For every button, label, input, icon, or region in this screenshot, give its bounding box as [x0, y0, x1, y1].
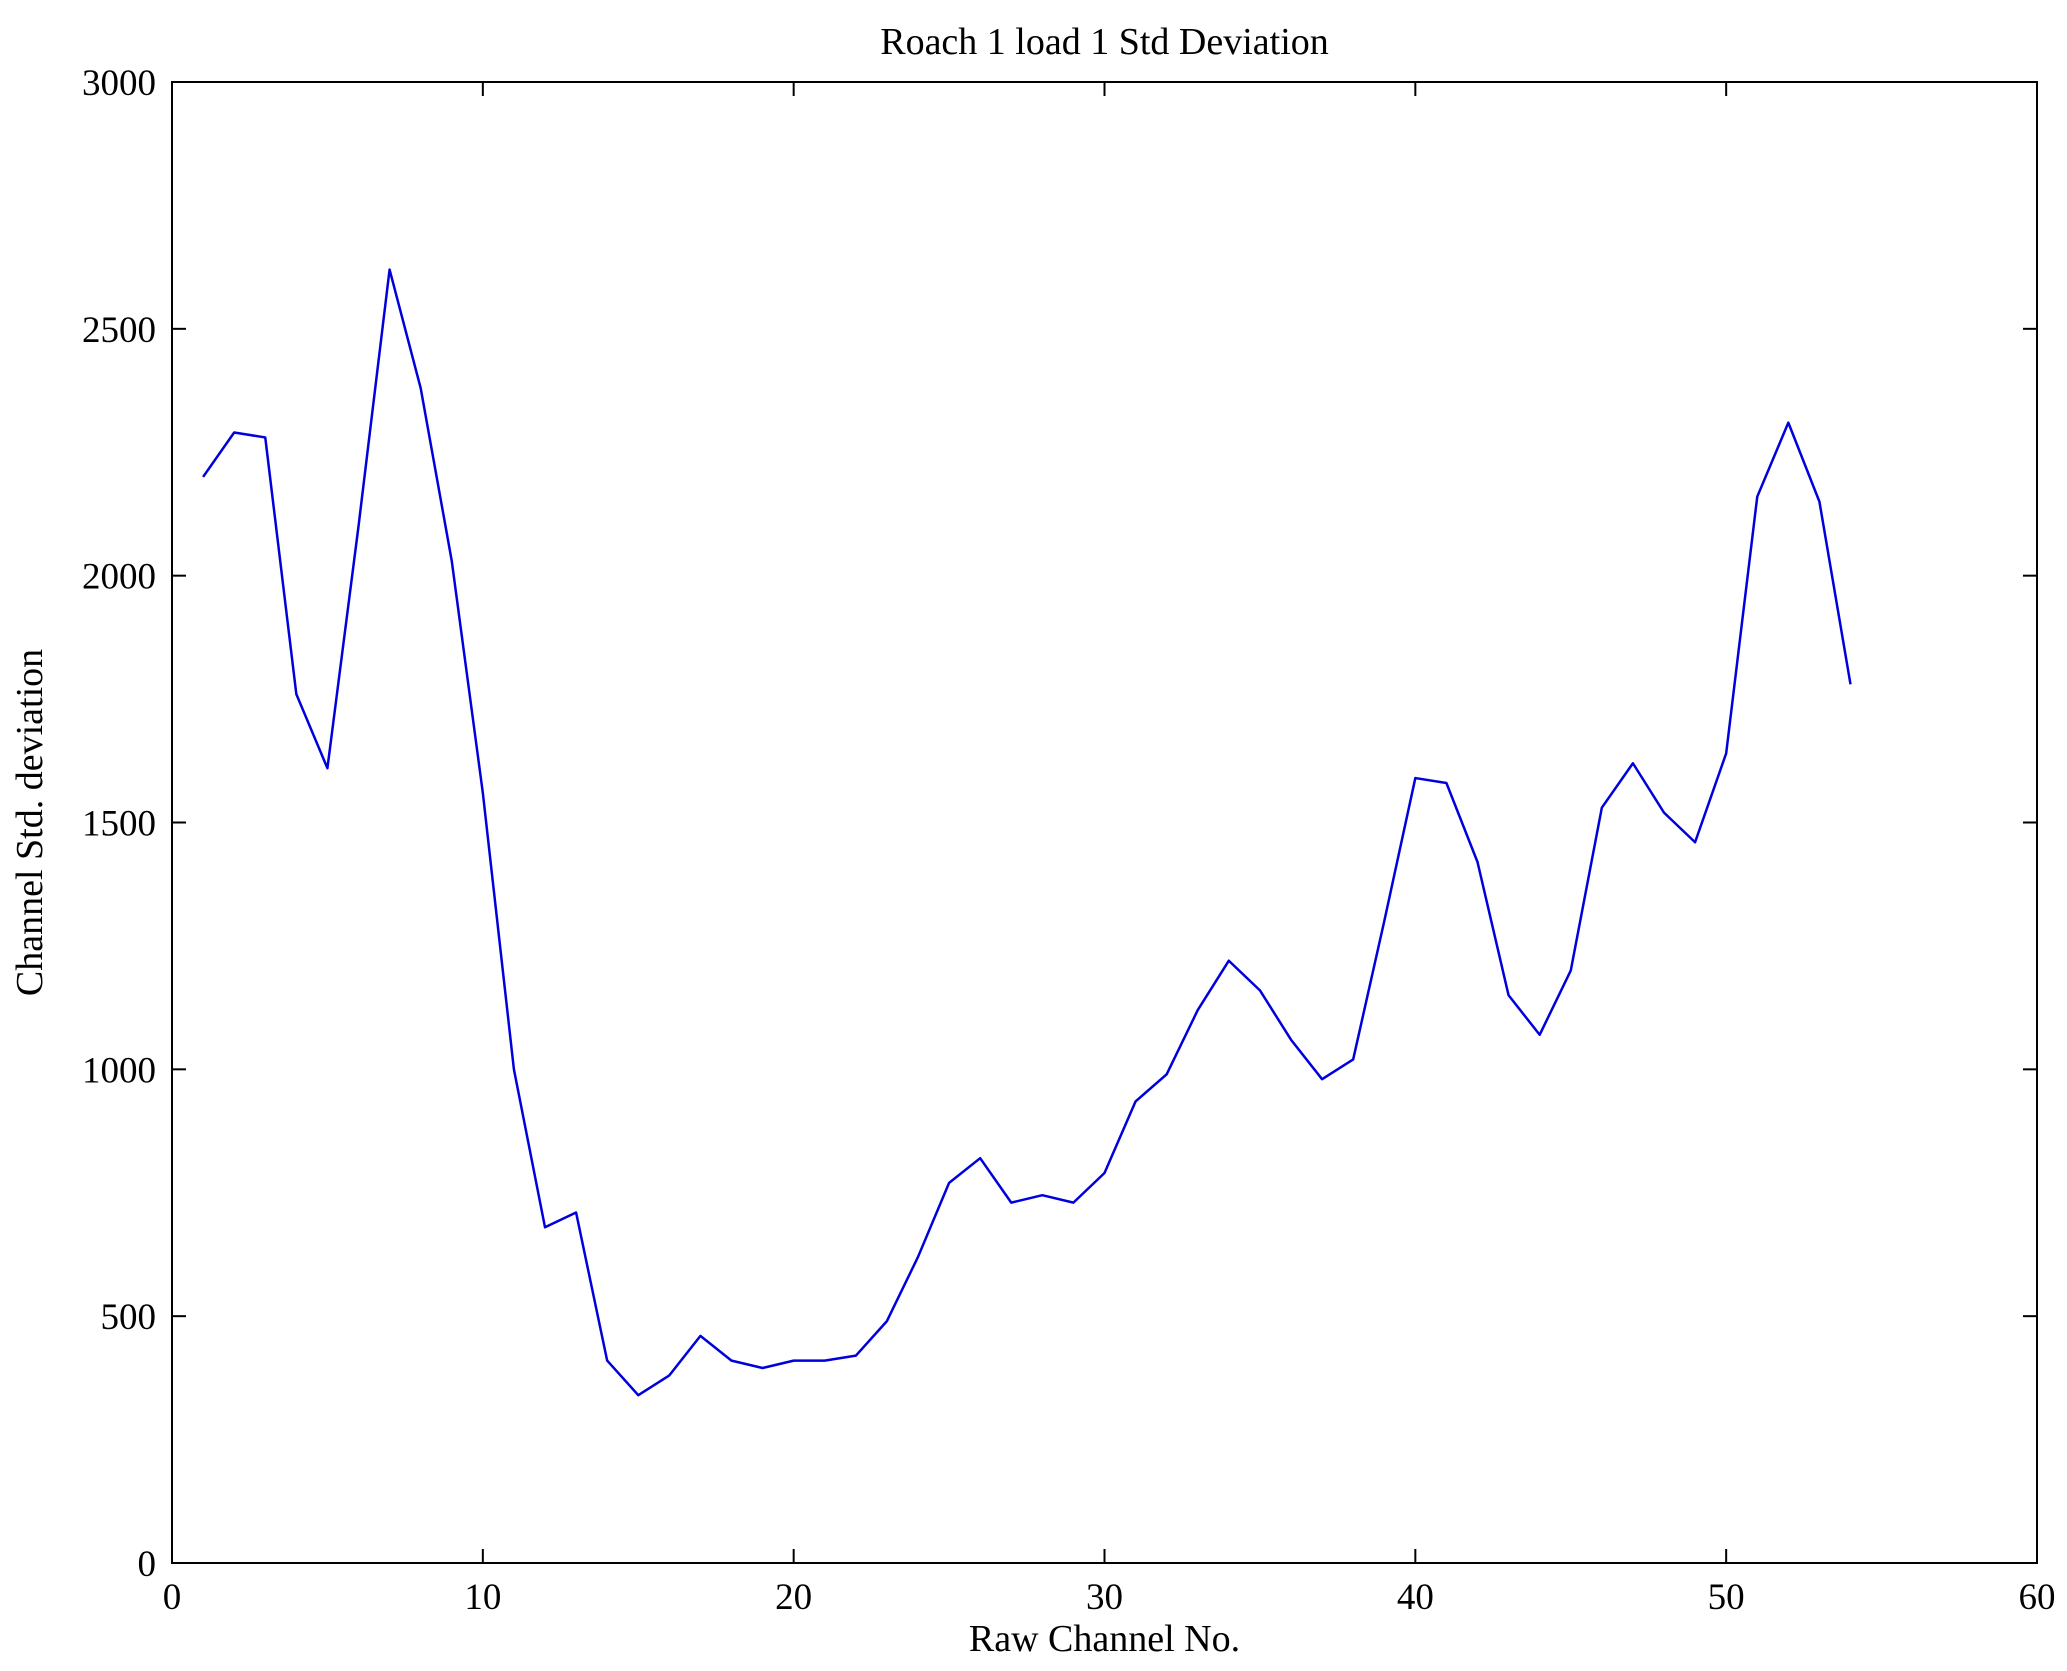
data-series-line [202, 268, 1852, 1397]
tick-label: 0 [163, 1577, 182, 1618]
tick-label: 1500 [82, 804, 156, 845]
tick-label: 60 [2019, 1577, 2056, 1618]
tick-label: 40 [1397, 1577, 1434, 1618]
y-axis-label: Channel Std. deviation [9, 649, 51, 996]
tick-label: 2500 [82, 310, 156, 351]
tick-label: 1000 [82, 1050, 156, 1091]
chart-title: Roach 1 load 1 Std Deviation [880, 21, 1329, 63]
tick-label: 50 [1708, 1577, 1745, 1618]
tick-label: 0 [138, 1544, 157, 1585]
tick-label: 500 [101, 1297, 157, 1338]
tick-label: 30 [1086, 1577, 1123, 1618]
tick-label: 3000 [82, 63, 156, 104]
x-axis-label: Raw Channel No. [969, 1618, 1240, 1660]
plot-box [171, 81, 2038, 1564]
tick-label: 20 [775, 1577, 812, 1618]
tick-label: 10 [464, 1577, 501, 1618]
axis-tick-labels: 0 10 20 30 40 50 60 0 500 1000 1500 2000 2500 3000 [82, 63, 2056, 1618]
tick-label: 2000 [82, 557, 156, 598]
axis-tick-marks [171, 81, 2038, 1564]
